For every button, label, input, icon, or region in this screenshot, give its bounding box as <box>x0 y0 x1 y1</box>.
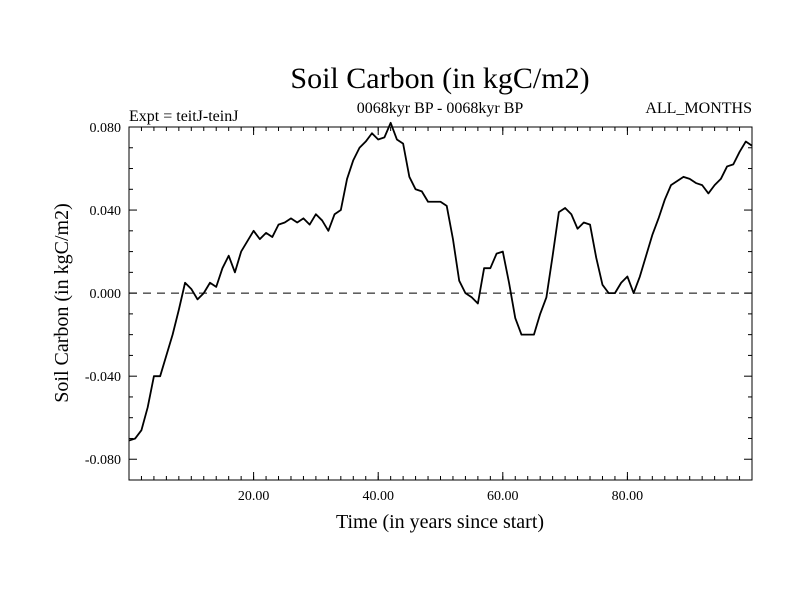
months-label: ALL_MONTHS <box>645 100 752 117</box>
chart-title: Soil Carbon (in kgC/m2) <box>290 62 589 95</box>
series <box>128 121 753 442</box>
y-tick-label: 0.040 <box>90 204 122 219</box>
soil-carbon-series-line <box>128 121 753 442</box>
x-tick-label: 80.00 <box>612 489 644 504</box>
y-tick-label: -0.040 <box>85 370 121 385</box>
x-tick-label: 60.00 <box>487 489 519 504</box>
plot-frame <box>128 126 753 481</box>
period-label: 0068kyr BP - 0068kyr BP <box>357 100 524 117</box>
experiment-label: Expt = teitJ-teinJ <box>129 108 238 125</box>
y-tick-label: 0.000 <box>90 287 122 302</box>
x-tick-label: 40.00 <box>362 489 394 504</box>
axes: 20.00 40.00 60.00 80.00 -0.080 -0.040 0.000 0.0… <box>85 121 752 504</box>
y-axis-label: Soil Carbon (in kgC/m2) <box>51 203 73 402</box>
y-tick-label: -0.080 <box>85 453 121 468</box>
x-axis-label: Time (in years since start) <box>336 511 544 533</box>
y-tick-label: 0.080 <box>90 121 122 136</box>
x-tick-label: 20.00 <box>238 489 270 504</box>
